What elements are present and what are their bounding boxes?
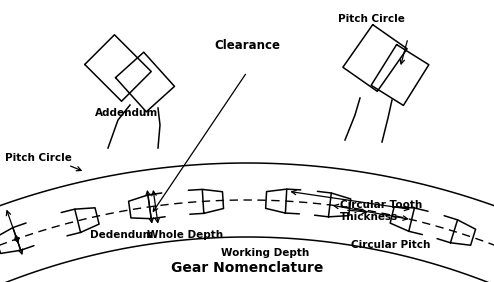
Text: Circular Pitch: Circular Pitch — [351, 240, 430, 250]
Text: Circular Tooth
Thickness: Circular Tooth Thickness — [340, 200, 422, 222]
Text: Clearance: Clearance — [214, 39, 280, 52]
Text: Whole Depth: Whole Depth — [147, 230, 223, 240]
Text: Pitch Circle: Pitch Circle — [338, 14, 405, 24]
Text: Dedendum: Dedendum — [90, 230, 154, 240]
Text: Addendum: Addendum — [95, 108, 158, 118]
Text: Gear Nomenclature: Gear Nomenclature — [171, 261, 323, 275]
Text: Working Depth: Working Depth — [221, 248, 309, 258]
Text: Pitch Circle: Pitch Circle — [5, 153, 72, 163]
